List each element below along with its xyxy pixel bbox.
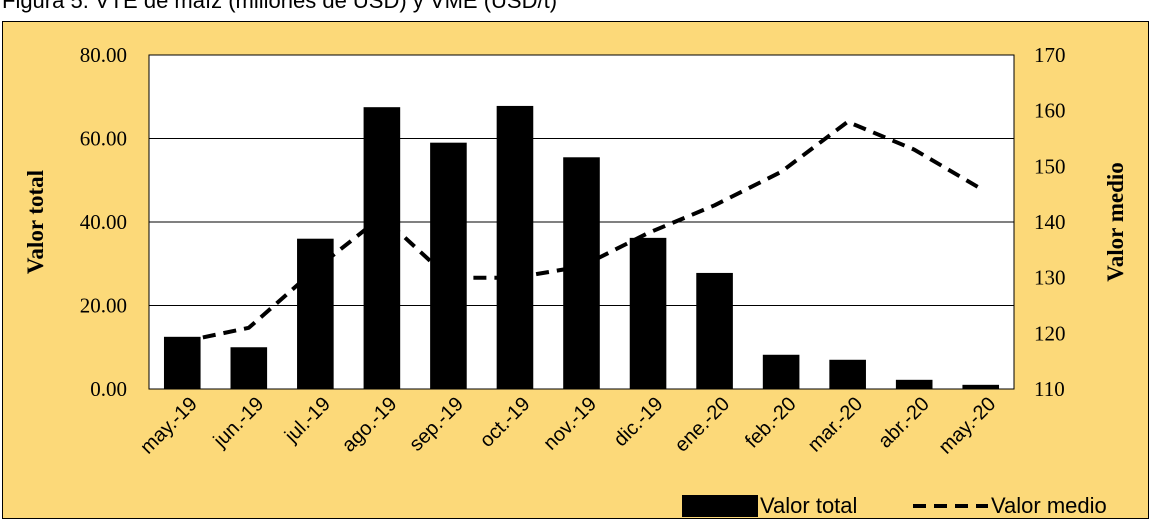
bar-jul.-19 xyxy=(297,238,334,389)
left-axis-title: Valor total xyxy=(23,170,48,274)
right-axis-ticks: 110 120 130 140 150 160 170 xyxy=(1034,43,1066,401)
plot-border xyxy=(148,54,1015,390)
bar-may.-20 xyxy=(962,384,1000,389)
right-tick-label: 130 xyxy=(1034,266,1066,290)
right-tick-label: 150 xyxy=(1034,154,1066,178)
left-tick-label: 60.00 xyxy=(80,127,127,151)
bar-may.-19 xyxy=(163,336,201,389)
bar-abr.-20 xyxy=(895,379,933,389)
bar-oct.-19 xyxy=(496,105,534,389)
combo-chart: 0.00 20.00 40.00 60.00 80.00 110 120 130 140 150… xyxy=(3,22,1148,518)
bar-ago.-19 xyxy=(363,107,401,389)
bar-ene.-20 xyxy=(696,272,733,389)
bar-mar.-20 xyxy=(829,359,866,389)
legend: Valor total Valor medio xyxy=(682,493,1107,518)
legend-bar-swatch xyxy=(682,495,758,517)
bar-series-valor-total xyxy=(163,105,1000,389)
left-tick-label: 80.00 xyxy=(80,43,127,67)
right-axis-title: Valor medio xyxy=(1103,162,1128,281)
right-tick-label: 170 xyxy=(1034,43,1066,67)
bar-sep.-19 xyxy=(430,142,467,389)
left-axis-ticks: 0.00 20.00 40.00 60.00 80.00 xyxy=(80,43,127,401)
bar-jun.-19 xyxy=(230,347,268,389)
left-tick-label: 20.00 xyxy=(80,294,127,318)
left-tick-label: 0.00 xyxy=(90,377,127,401)
figure-caption: Figura 5. VTE de maíz (millones de USD) … xyxy=(2,0,558,13)
chart-container: 0.00 20.00 40.00 60.00 80.00 110 120 130 140 150… xyxy=(2,21,1149,519)
line-series-valor-medio xyxy=(181,119,982,344)
left-tick-label: 40.00 xyxy=(80,210,127,234)
bar-nov.-19 xyxy=(563,157,600,389)
bar-feb.-20 xyxy=(762,354,800,389)
right-tick-label: 140 xyxy=(1034,210,1066,234)
legend-label-valor-medio: Valor medio xyxy=(991,493,1107,518)
legend-label-valor-total: Valor total xyxy=(760,493,857,518)
right-tick-label: 110 xyxy=(1034,377,1065,401)
right-tick-label: 160 xyxy=(1034,99,1066,123)
right-tick-label: 120 xyxy=(1034,321,1066,345)
bar-dic.-19 xyxy=(629,237,667,389)
